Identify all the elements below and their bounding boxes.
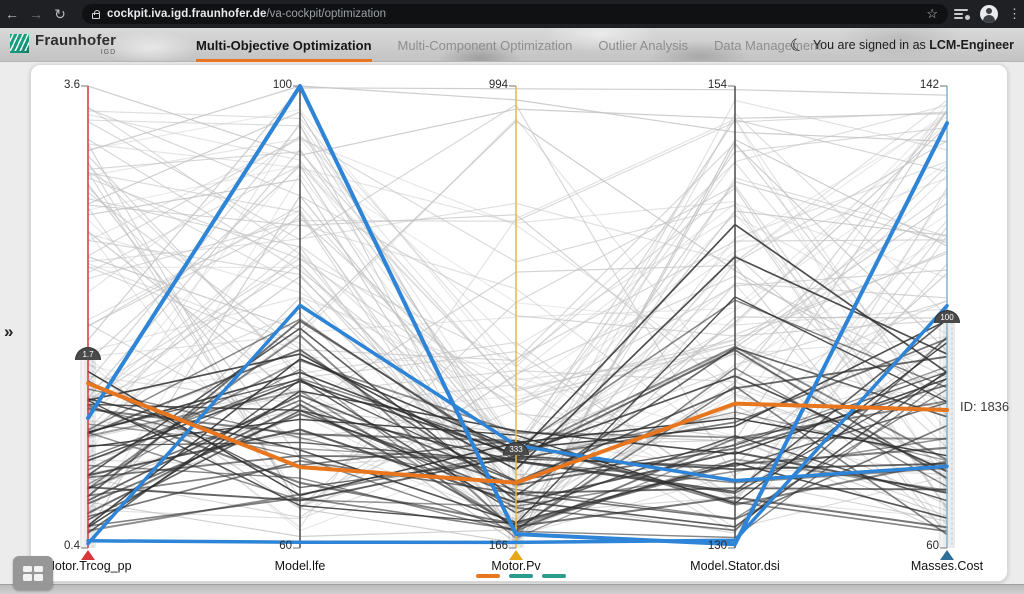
bookmark-star-icon[interactable]: ☆	[926, 6, 938, 21]
axis-name-label[interactable]: Model.lfe	[274, 559, 326, 573]
profile-avatar[interactable]	[980, 5, 998, 23]
moon-icon[interactable]: ☾	[787, 33, 808, 57]
sidebar-expand-icon[interactable]: »	[4, 322, 14, 341]
kebab-menu-icon[interactable]: ⋮	[1008, 6, 1021, 21]
axis-name-label[interactable]: Masses.Cost	[910, 559, 984, 573]
fraunhofer-logo: Fraunhofer IGD	[10, 32, 116, 57]
url-path: /va-cockpit/optimization	[266, 8, 386, 20]
tab-data-management[interactable]: Data Management	[713, 37, 821, 53]
axis-name-label[interactable]: Motor.Pv	[491, 559, 541, 573]
axis-min-value: 166	[488, 540, 508, 552]
browser-toolbar: ← → ↻ cockpit.iva.igd.fraunhofer.de /va-…	[0, 0, 1024, 28]
blue-bottom-line[interactable]	[86, 303, 949, 545]
axis-name-label[interactable]: Model.Stator.dsi	[690, 559, 780, 573]
axis-min-value: 60	[926, 540, 939, 552]
signin-user: LCM-Engineer	[929, 38, 1014, 52]
back-icon[interactable]: ←	[5, 6, 19, 22]
tab-multi-objective-optimization[interactable]: Multi-Objective Optimization	[196, 28, 372, 62]
url-host: cockpit.iva.igd.fraunhofer.de	[107, 8, 267, 20]
axis-brush-triangle[interactable]	[940, 550, 954, 560]
lock-icon	[92, 9, 100, 19]
logo-name: Fraunhofer	[35, 32, 117, 49]
grid-view-button[interactable]	[13, 556, 53, 590]
signin-status: ☾ You are signed in as LCM-Engineer	[787, 28, 1014, 62]
axis-max-value: 3.6	[64, 79, 80, 91]
logo-sub: IGD	[100, 49, 117, 56]
axis-min-value: 130	[707, 540, 727, 552]
axis-min-value: 0.4	[64, 540, 80, 552]
selected-line[interactable]	[86, 381, 949, 485]
app-header: Fraunhofer IGD Multi-Objective Optimizat…	[0, 28, 1024, 62]
page-dash[interactable]	[476, 574, 500, 578]
tab-outlier-analysis[interactable]: Outlier Analysis	[598, 37, 688, 53]
axis-max-value: 154	[707, 79, 727, 91]
axis-max-value: 100	[272, 79, 292, 91]
media-controls-icon[interactable]	[954, 8, 970, 20]
browser-actions: ⋮	[954, 0, 1021, 28]
signin-prefix: You are signed in as	[812, 38, 926, 52]
nav-tabs: Multi-Objective Optimization Multi-Compo…	[196, 28, 821, 62]
forward-icon[interactable]: →	[29, 6, 43, 22]
page-dash[interactable]	[542, 574, 566, 578]
axis-name-label[interactable]: Motor.Trcog_pp	[44, 559, 132, 573]
axis-brush-triangle[interactable]	[509, 550, 523, 560]
axis-brush-triangle[interactable]	[81, 550, 95, 560]
fraunhofer-logo-icon	[10, 34, 29, 53]
address-bar[interactable]: cockpit.iva.igd.fraunhofer.de /va-cockpi…	[82, 4, 948, 24]
grid-icon	[23, 565, 43, 581]
reload-icon[interactable]: ↻	[54, 6, 66, 22]
axis-min-value: 60	[279, 540, 292, 552]
axis-page-indicator[interactable]	[476, 574, 566, 578]
selected-id-label: ID: 1836	[960, 399, 1010, 414]
tab-multi-component-optimization[interactable]: Multi-Component Optimization	[397, 37, 573, 53]
axis-max-value: 994	[488, 79, 508, 91]
bottom-scroll-strip[interactable]	[0, 584, 1024, 594]
axis-max-value: 142	[919, 79, 939, 91]
page-dash[interactable]	[509, 574, 533, 578]
